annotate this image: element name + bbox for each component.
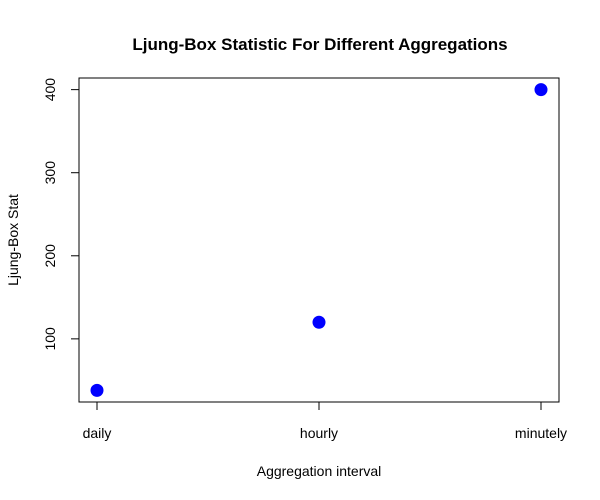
data-point-minutely [534, 83, 548, 97]
y-tick-label: 200 [42, 244, 58, 268]
x-axis-label: Aggregation interval [257, 463, 382, 479]
plot-area-frame [78, 77, 560, 403]
x-tick-label: daily [83, 425, 112, 441]
chart-title: Ljung-Box Statistic For Different Aggreg… [132, 35, 507, 54]
x-axis: daily hourly minutely [83, 402, 567, 441]
data-points [90, 83, 548, 397]
x-tick-label: minutely [515, 425, 567, 441]
data-point-hourly [312, 315, 326, 329]
y-tick-label: 100 [42, 327, 58, 351]
y-axis-label: Ljung-Box Stat [5, 194, 21, 286]
y-tick-label: 300 [42, 161, 58, 185]
y-tick-label: 400 [42, 78, 58, 102]
y-axis: 100 200 300 400 [42, 78, 79, 351]
data-point-daily [90, 383, 104, 397]
x-tick-label: hourly [300, 425, 338, 441]
